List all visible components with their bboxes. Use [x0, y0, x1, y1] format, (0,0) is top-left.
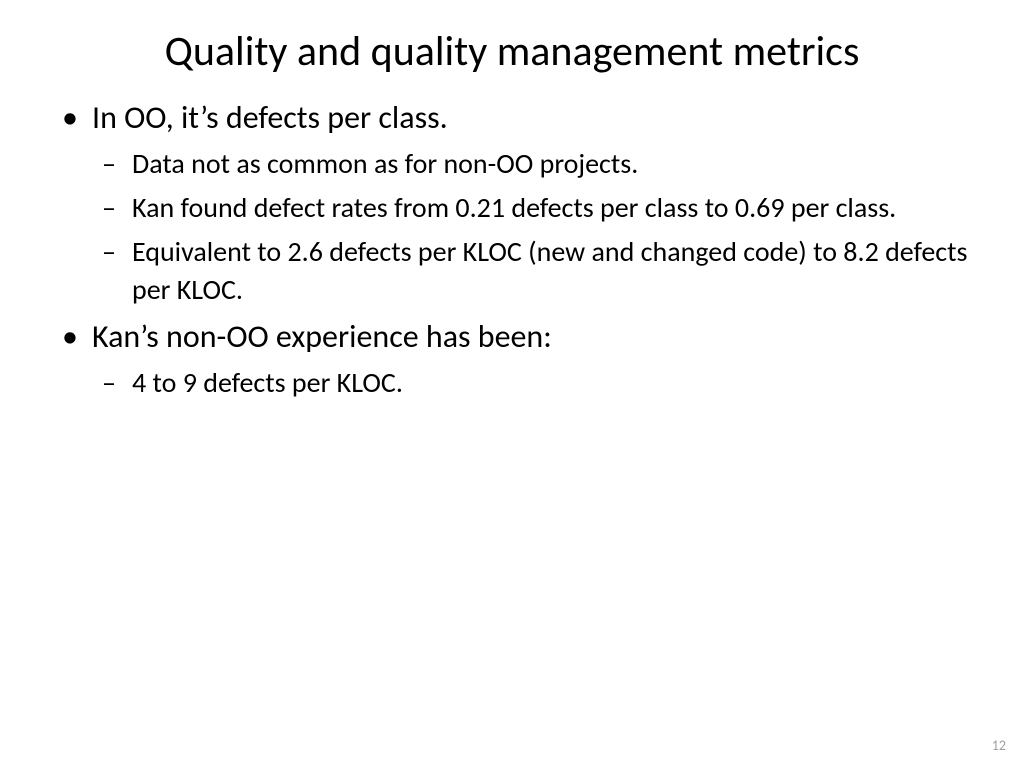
bullet-text: In OO, it’s defects per class. — [92, 98, 448, 137]
sub-bullet-item: Data not as common as for non-OO project… — [92, 145, 968, 183]
slide-content: In OO, it’s defects per class. Data not … — [0, 96, 1024, 401]
sub-bullet-item: Kan found defect rates from 0.21 defects… — [92, 189, 968, 227]
bullet-list-level1: In OO, it’s defects per class. Data not … — [56, 96, 968, 401]
sub-bullet-item: Equivalent to 2.6 defects per KLOC (new … — [92, 233, 968, 309]
slide-title: Quality and quality management metrics — [0, 0, 1024, 96]
bullet-list-level2: Data not as common as for non-OO project… — [92, 145, 968, 308]
bullet-item: Kan’s non-OO experience has been: 4 to 9… — [56, 315, 968, 402]
page-number: 12 — [992, 737, 1006, 754]
bullet-item: In OO, it’s defects per class. Data not … — [56, 96, 968, 308]
bullet-list-level2: 4 to 9 defects per KLOC. — [92, 364, 968, 402]
sub-bullet-item: 4 to 9 defects per KLOC. — [92, 364, 968, 402]
bullet-text: Kan’s non-OO experience has been: — [92, 317, 552, 356]
